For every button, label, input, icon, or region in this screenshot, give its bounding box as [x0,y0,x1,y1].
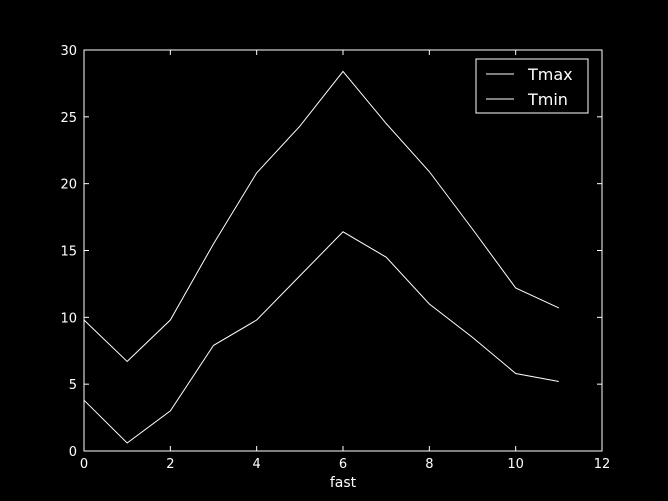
legend-label-tmin: Tmin [527,90,568,109]
y-tick-label: 10 [60,311,77,326]
y-tick-label: 5 [69,378,77,393]
x-tick-label: 2 [166,457,174,472]
series-line-tmax [83,70,560,363]
y-tick-label: 25 [60,111,77,126]
y-tick-label: 0 [69,445,77,460]
legend-label-tmax: Tmax [527,65,573,84]
x-tick-label: 6 [339,457,347,472]
x-tick-label: 4 [253,457,261,472]
series-line-tmin [83,231,559,444]
x-tick-label: 12 [594,457,611,472]
x-axis-label: fast [330,475,357,491]
x-tick-label: 0 [80,457,88,472]
y-tick-label: 15 [60,245,77,260]
x-tick-label: 8 [425,457,433,472]
y-tick-label: 30 [60,44,77,59]
legend-box [475,58,589,114]
y-tick-label: 20 [60,178,77,193]
x-tick-label: 10 [507,457,524,472]
